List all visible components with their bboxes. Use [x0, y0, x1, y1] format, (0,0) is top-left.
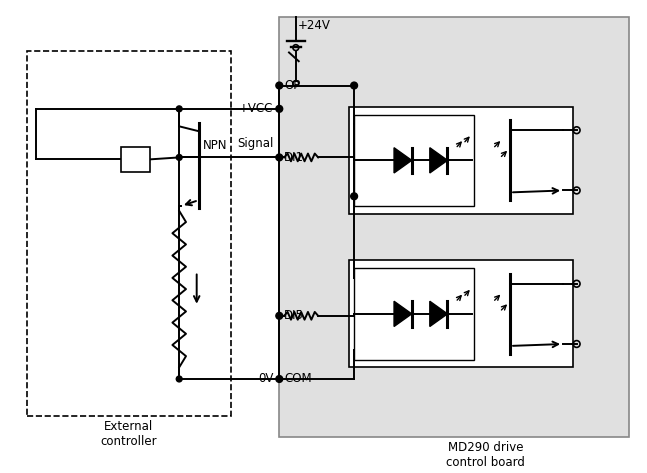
- Text: Signal: Signal: [237, 137, 274, 150]
- Text: +24V: +24V: [298, 19, 331, 32]
- Polygon shape: [394, 301, 411, 326]
- Circle shape: [276, 154, 283, 161]
- Bar: [121, 147, 150, 172]
- Circle shape: [276, 105, 283, 112]
- Bar: [354, 114, 474, 206]
- Text: +VCC: +VCC: [239, 102, 274, 115]
- Bar: [354, 268, 474, 359]
- Polygon shape: [430, 301, 448, 326]
- Bar: [349, 107, 573, 214]
- Circle shape: [351, 82, 358, 89]
- Bar: [349, 261, 573, 368]
- Circle shape: [276, 312, 283, 319]
- Text: COM: COM: [284, 372, 312, 385]
- Text: NPN: NPN: [203, 139, 227, 152]
- Polygon shape: [430, 148, 448, 173]
- Text: DI5: DI5: [284, 309, 304, 322]
- Polygon shape: [394, 148, 411, 173]
- Bar: [27, 51, 231, 416]
- Circle shape: [276, 376, 283, 382]
- Text: MD290 drive
control board: MD290 drive control board: [446, 441, 525, 469]
- Circle shape: [351, 193, 358, 200]
- Circle shape: [176, 155, 182, 160]
- Text: DI1: DI1: [284, 151, 304, 164]
- Circle shape: [276, 82, 283, 89]
- Text: 0V: 0V: [258, 372, 274, 385]
- Circle shape: [176, 376, 182, 382]
- Text: External
controller: External controller: [100, 420, 157, 448]
- Text: OP: OP: [284, 79, 300, 92]
- Circle shape: [176, 106, 182, 112]
- Bar: [280, 18, 629, 437]
